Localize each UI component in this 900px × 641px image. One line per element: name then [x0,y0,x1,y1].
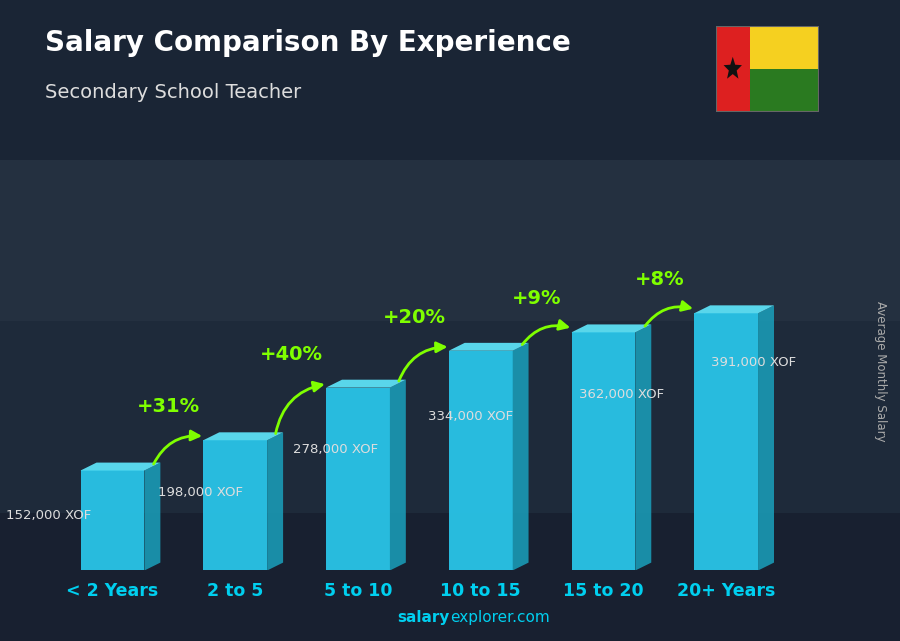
Polygon shape [694,305,774,313]
Polygon shape [572,332,635,570]
Text: +9%: +9% [512,289,562,308]
Polygon shape [203,440,267,570]
Text: +40%: +40% [260,345,323,363]
Polygon shape [513,343,528,570]
Polygon shape [694,313,758,570]
Text: 391,000 XOF: 391,000 XOF [711,356,796,369]
Polygon shape [750,69,819,112]
Text: 334,000 XOF: 334,000 XOF [428,410,513,423]
Text: salary: salary [398,610,450,625]
Polygon shape [449,351,513,570]
Polygon shape [390,379,406,570]
Polygon shape [326,379,406,388]
Polygon shape [326,388,390,570]
Text: explorer.com: explorer.com [450,610,550,625]
Text: 198,000 XOF: 198,000 XOF [158,486,243,499]
Polygon shape [724,57,742,79]
Polygon shape [716,26,750,112]
Polygon shape [81,470,144,570]
Text: Secondary School Teacher: Secondary School Teacher [45,83,302,103]
Polygon shape [267,432,284,570]
Polygon shape [81,463,160,470]
Text: Average Monthly Salary: Average Monthly Salary [874,301,886,442]
Polygon shape [203,432,284,440]
Polygon shape [449,343,528,351]
Polygon shape [144,463,160,570]
Text: 278,000 XOF: 278,000 XOF [293,444,378,456]
Polygon shape [750,26,819,69]
Polygon shape [572,324,652,332]
Text: +8%: +8% [634,271,685,289]
Text: 152,000 XOF: 152,000 XOF [6,509,91,522]
Text: 362,000 XOF: 362,000 XOF [580,388,664,401]
Text: +31%: +31% [138,397,201,416]
Polygon shape [758,305,774,570]
Text: +20%: +20% [382,308,446,327]
Text: Salary Comparison By Experience: Salary Comparison By Experience [45,29,571,57]
Polygon shape [635,324,652,570]
